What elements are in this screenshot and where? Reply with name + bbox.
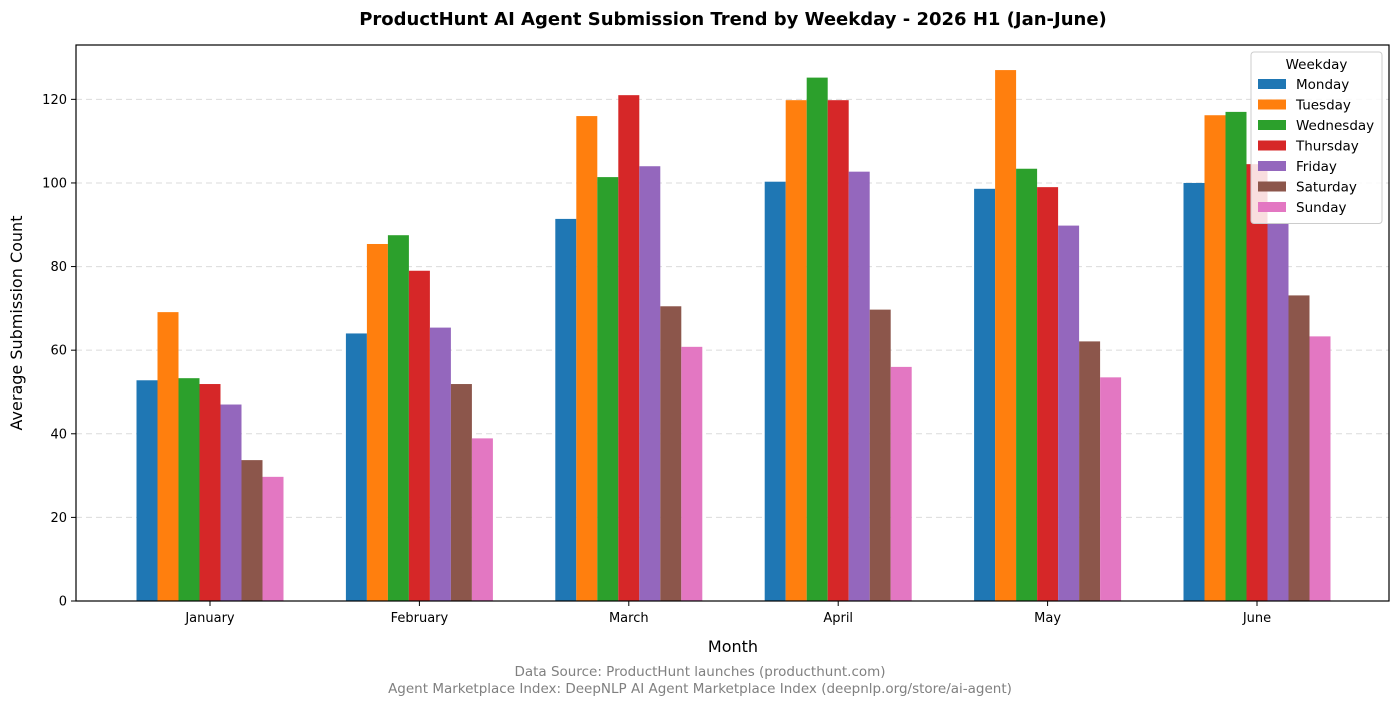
legend-swatch-tuesday bbox=[1258, 99, 1286, 110]
bar-thursday-may bbox=[1037, 187, 1059, 601]
bar-monday-march bbox=[555, 218, 577, 601]
y-tick-label: 40 bbox=[50, 427, 67, 442]
bar-monday-january bbox=[136, 380, 158, 601]
bar-saturday-february bbox=[450, 384, 472, 601]
bar-wednesday-february bbox=[387, 235, 409, 602]
bar-saturday-april bbox=[869, 309, 891, 601]
x-tick-label: June bbox=[1242, 611, 1271, 626]
legend-label-monday: Monday bbox=[1296, 77, 1349, 93]
x-tick-label: March bbox=[609, 611, 649, 626]
bar-tuesday-may bbox=[995, 70, 1017, 602]
bar-sunday-may bbox=[1100, 377, 1122, 601]
legend-title: Weekday bbox=[1286, 57, 1348, 73]
bars bbox=[136, 70, 1331, 602]
legend: Weekday Monday Tuesday Wednesday Thursday Fri… bbox=[1250, 51, 1383, 224]
bar-saturday-june bbox=[1288, 295, 1310, 601]
legend-label-wednesday: Wednesday bbox=[1296, 118, 1374, 134]
bar-thursday-february bbox=[408, 270, 430, 601]
bar-wednesday-april bbox=[806, 77, 828, 601]
legend-box bbox=[1250, 51, 1383, 224]
x-tick-label: May bbox=[1034, 611, 1061, 626]
bar-tuesday-march bbox=[576, 116, 598, 601]
y-tick-label: 60 bbox=[50, 344, 67, 359]
legend-swatch-monday bbox=[1258, 79, 1286, 89]
source-line-1: Data Source: ProductHunt launches (produ… bbox=[514, 664, 885, 680]
bar-wednesday-may bbox=[1016, 168, 1038, 602]
bar-sunday-february bbox=[471, 438, 493, 601]
bar-monday-may bbox=[974, 188, 996, 601]
bar-wednesday-march bbox=[597, 177, 619, 602]
x-tick-label: February bbox=[391, 611, 449, 626]
y-tick-label: 100 bbox=[42, 176, 67, 191]
legend-label-thursday: Thursday bbox=[1295, 139, 1359, 155]
bar-sunday-march bbox=[681, 346, 703, 601]
legend-swatch-friday bbox=[1258, 161, 1286, 171]
bar-sunday-april bbox=[890, 366, 912, 601]
bar-sunday-june bbox=[1309, 336, 1331, 601]
source-line-2: Agent Marketplace Index: DeepNLP AI Agen… bbox=[388, 681, 1012, 697]
x-tick-label: January bbox=[184, 611, 235, 626]
y-axis-label: Average Submission Count bbox=[7, 216, 26, 431]
bar-tuesday-february bbox=[366, 243, 388, 601]
legend-swatch-saturday bbox=[1258, 181, 1286, 192]
bar-friday-may bbox=[1058, 225, 1080, 601]
bar-thursday-june bbox=[1246, 164, 1268, 601]
x-tick-label: April bbox=[823, 611, 853, 626]
legend-label-sunday: Sunday bbox=[1296, 200, 1347, 216]
bar-tuesday-january bbox=[157, 312, 179, 601]
legend-label-saturday: Saturday bbox=[1296, 180, 1357, 196]
legend-swatch-wednesday bbox=[1258, 120, 1286, 130]
bar-monday-february bbox=[345, 333, 367, 601]
bar-friday-february bbox=[429, 327, 451, 601]
chart-title: ProductHunt AI Agent Submission Trend by… bbox=[359, 9, 1107, 30]
legend-label-tuesday: Tuesday bbox=[1295, 98, 1351, 114]
x-axis: January February March April May June bbox=[184, 601, 1271, 626]
bar-wednesday-june bbox=[1225, 111, 1247, 602]
y-tick-label: 0 bbox=[59, 595, 67, 610]
legend-swatch-sunday bbox=[1258, 202, 1286, 212]
plot-frame bbox=[75, 44, 1390, 602]
y-axis: 0 20 40 60 80 100 120 bbox=[42, 93, 76, 610]
bar-friday-march bbox=[639, 166, 661, 601]
legend-label-friday: Friday bbox=[1296, 159, 1337, 175]
bar-saturday-may bbox=[1079, 341, 1101, 601]
bar-tuesday-june bbox=[1204, 115, 1226, 602]
bar-thursday-april bbox=[827, 100, 849, 602]
bar-tuesday-april bbox=[785, 100, 807, 602]
bar-thursday-march bbox=[618, 95, 640, 602]
y-tick-label: 20 bbox=[50, 511, 67, 526]
bar-monday-june bbox=[1183, 182, 1205, 601]
legend-swatch-thursday bbox=[1258, 140, 1286, 151]
bar-friday-january bbox=[220, 404, 242, 601]
bar-friday-april bbox=[848, 171, 870, 601]
bar-monday-april bbox=[764, 181, 786, 601]
x-axis-label: Month bbox=[708, 637, 758, 656]
bar-wednesday-january bbox=[178, 378, 200, 601]
bar-friday-june bbox=[1267, 223, 1289, 601]
bar-saturday-march bbox=[660, 306, 682, 601]
grid-lines bbox=[76, 98, 1389, 518]
bar-thursday-january bbox=[199, 384, 221, 601]
y-tick-label: 120 bbox=[42, 93, 67, 108]
y-tick-label: 80 bbox=[50, 260, 67, 275]
bar-saturday-january bbox=[241, 460, 263, 601]
bar-sunday-january bbox=[262, 476, 284, 601]
